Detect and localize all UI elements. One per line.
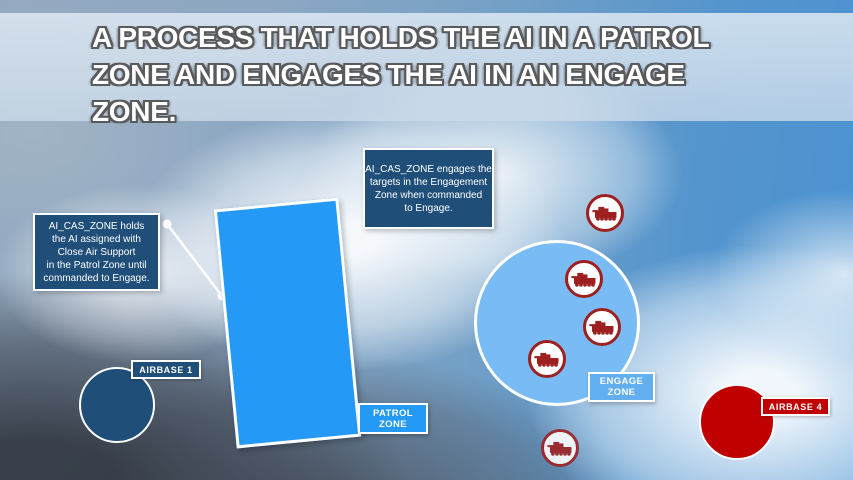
tank-icon	[528, 340, 566, 378]
airbase-1-label: AIRBASE 1	[131, 360, 201, 379]
airbase-1-shape	[79, 367, 155, 443]
tank-icon	[565, 260, 603, 298]
airbase-4-label: AIRBASE 4	[761, 397, 830, 416]
title-banner: A PROCESS THAT HOLDS THE AI IN A PATROL …	[0, 13, 853, 127]
tank-icon	[541, 429, 579, 467]
airbase-4-shape	[699, 384, 775, 460]
patrol-zone-label: PATROL ZONE	[358, 403, 428, 434]
engage-zone-label: ENGAGE ZONE	[588, 372, 655, 402]
slide-title: A PROCESS THAT HOLDS THE AI IN A PATROL …	[92, 22, 710, 127]
patrol-hold-callout: AI_CAS_ZONE holds the AI assigned with C…	[33, 213, 160, 291]
tank-icon	[586, 194, 624, 232]
patrol-zone-shape	[213, 197, 362, 449]
engage-callout: AI_CAS_ZONE engages the targets in the E…	[363, 148, 494, 229]
tank-icon	[583, 308, 621, 346]
